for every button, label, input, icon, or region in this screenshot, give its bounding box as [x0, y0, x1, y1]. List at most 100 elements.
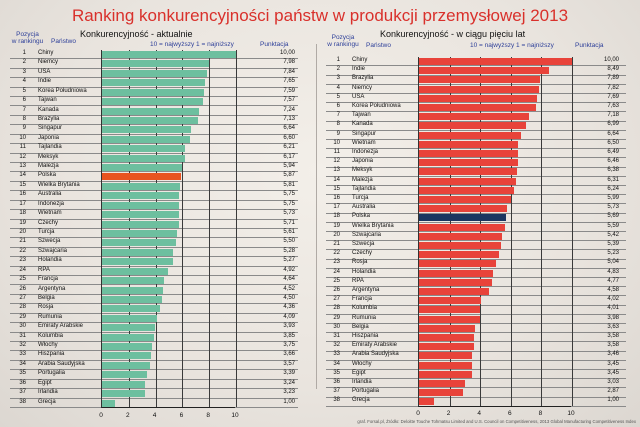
table-row: 19 Czechy 5,71 [10, 220, 298, 229]
panel-subtitle: Konkurencyjność - aktualnie [80, 29, 193, 39]
country-name: Singapur [352, 130, 377, 137]
gridline [128, 50, 130, 407]
score-value: 7,13 [283, 115, 295, 122]
rank: 22 [19, 247, 26, 254]
rank: 10 [19, 134, 26, 141]
country-name: Irlandia [38, 389, 58, 396]
score-value: 3,45 [607, 360, 619, 367]
bar [419, 352, 472, 360]
score-value: 4,50 [283, 294, 295, 301]
country-name: Tajlandia [352, 185, 376, 192]
bar-highlighted [102, 173, 181, 181]
score-value: 7,65 [283, 78, 295, 85]
rank: 31 [333, 333, 340, 339]
bar [419, 150, 519, 157]
rank: 20 [19, 228, 26, 235]
bar [102, 267, 168, 275]
score-value: 6,24 [607, 185, 619, 192]
panel-subtitle: Konkurencyjność - w ciągu pięciu lat [380, 29, 526, 39]
rank: 19 [19, 219, 26, 226]
rank: 23 [333, 259, 340, 266]
country-name: Australia [352, 204, 376, 211]
bar [102, 248, 173, 256]
country-name: Brazylia [352, 75, 374, 82]
rank: 7 [22, 106, 26, 113]
country-name: Indie [38, 78, 52, 85]
bar [102, 333, 154, 341]
country-name: Czechy [352, 250, 373, 257]
rank: 4 [336, 84, 340, 91]
bar [102, 229, 178, 237]
score-value: 7,84 [283, 68, 295, 75]
rank: 25 [19, 276, 26, 283]
bar [102, 390, 146, 398]
rank: 16 [19, 191, 26, 198]
gridline [572, 57, 573, 406]
bar [102, 164, 182, 172]
bar [102, 60, 209, 68]
country-name: Niemcy [352, 84, 373, 91]
rank: 1 [22, 50, 26, 56]
rank: 17 [19, 200, 26, 207]
country-name: Egipt [38, 379, 52, 386]
score-value: 5,50 [283, 238, 295, 245]
bar [419, 297, 481, 305]
table-row: 14 Polska 5,87 [10, 172, 298, 182]
score-value: 6,64 [283, 125, 295, 132]
table-row: 26 Argentyna 4,52 [10, 286, 298, 295]
rank: 27 [333, 296, 340, 303]
score-value: 4,64 [283, 276, 295, 283]
table-row: 13 Meksyk 6,38 [326, 167, 626, 177]
bar [419, 67, 549, 75]
rank-header: Pozycja w rankingu [11, 31, 44, 45]
table-row: 18 Polska 5,69 [326, 213, 626, 223]
country-name: Tajwan [38, 97, 57, 104]
country-name: Meksyk [38, 153, 59, 160]
country-name: USA [352, 93, 365, 100]
rank: 14 [19, 172, 26, 179]
rank: 14 [333, 176, 340, 183]
table-row: 33 Hiszpania 3,66 [10, 351, 298, 361]
country-name: Turcja [38, 228, 55, 235]
table-row: 28 Rosja 4,36 [10, 304, 298, 314]
country-name: Holandia [38, 257, 62, 264]
table-row: 30 Emiraty Arabskie 3,93 [10, 323, 298, 333]
chart-title: Ranking konkurencyjności państw w produk… [71, 6, 569, 25]
bar [419, 177, 516, 185]
plot-area-current [101, 50, 237, 408]
country-name: Turcja [352, 195, 369, 201]
table-row: 6 Korea Południowa 7,63 [326, 103, 626, 113]
bar [102, 69, 208, 77]
country-name: Polska [38, 172, 57, 179]
score-value: 5,73 [283, 210, 295, 217]
rank: 26 [333, 287, 340, 293]
country-name: Szwajcaria [38, 247, 68, 254]
rank: 11 [19, 144, 26, 151]
table-row: 2 Indie 8,49 [326, 66, 626, 76]
score-value: 7,69 [607, 93, 619, 100]
country-name: Wielka Brytania [352, 222, 394, 229]
rank: 23 [19, 257, 26, 264]
table-row: 32 Włochy 3,75 [10, 342, 298, 352]
score-value: 6,60 [283, 134, 295, 141]
rank: 24 [19, 266, 26, 273]
country-name: Francja [38, 276, 59, 283]
score-value: 4,92 [283, 266, 295, 273]
table-row: 8 Kanada 6,99 [326, 121, 626, 131]
score-value: 6,38 [607, 167, 619, 174]
score-value: 5,28 [283, 247, 295, 254]
table-row: 19 Wielka Brytania 5,59 [326, 223, 626, 232]
table-row: 10 Wietnam 6,50 [326, 140, 626, 150]
rank: 20 [333, 231, 340, 238]
scale-note: 10 = najwyższy 1 = najniższy [150, 41, 234, 48]
score-value: 1,00 [607, 397, 619, 404]
country-name: Korea Południowa [352, 103, 401, 109]
bar [102, 286, 163, 294]
bar [102, 51, 236, 58]
score-value: 1,00 [283, 398, 295, 405]
country-name: Wielka Brytania [38, 181, 80, 188]
score-value: 2,87 [607, 388, 619, 395]
x-tick-label: 2 [125, 412, 130, 419]
bar [102, 79, 205, 87]
table-row: 27 Francja 4,02 [326, 296, 626, 306]
